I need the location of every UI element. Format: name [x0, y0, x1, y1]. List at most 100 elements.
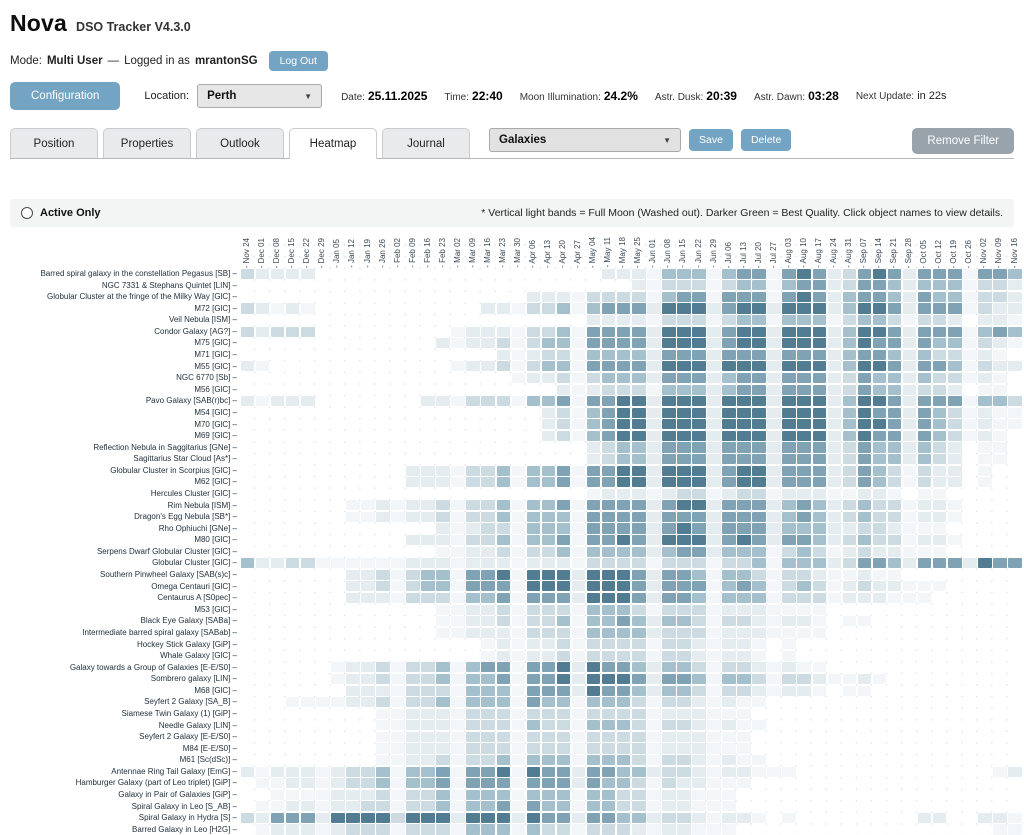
heatmap-cell [858, 813, 872, 823]
heatmap-cell [767, 407, 781, 418]
object-name-link[interactable]: M55 [GlC] – [10, 360, 240, 373]
object-name-link[interactable]: Black Eye Galaxy [SABa] – [10, 615, 240, 627]
active-only-toggle[interactable]: Active Only [21, 207, 101, 219]
tab-heatmap[interactable]: Heatmap [289, 128, 377, 159]
object-name-link[interactable]: M56 [GlC] – [10, 383, 240, 396]
object-name-link[interactable]: M80 [GlC] – [10, 534, 240, 546]
heatmap-cell [481, 801, 496, 812]
heatmap-cell [767, 662, 781, 673]
delete-button[interactable]: Delete [740, 129, 792, 151]
object-name-link[interactable]: Spiral Galaxy in Hydra [S] – [10, 812, 240, 824]
object-name-link[interactable]: Barred spiral galaxy in the constellatio… [10, 268, 240, 280]
heatmap-cell [406, 477, 420, 488]
object-name-link[interactable]: Dragon's Egg Nebula [SB*] – [10, 511, 240, 523]
object-name-link[interactable]: M72 [GlC] – [10, 302, 240, 315]
object-name-link[interactable]: Seyfert 2 Galaxy [E-E/S0] – [10, 731, 240, 743]
object-name-link[interactable]: NGC 6770 [Sb] – [10, 372, 240, 384]
heatmap-cell [255, 824, 270, 835]
heatmap-cell [662, 511, 676, 522]
heatmap-cell [797, 535, 812, 546]
object-name-link[interactable]: Pavo Galaxy [SAB(r)bc] – [10, 395, 240, 407]
heatmap-cell [346, 361, 360, 371]
heatmap-cell [451, 326, 465, 337]
object-name-link[interactable]: M84 [E-E/S0] – [10, 742, 240, 755]
remove-filter-button[interactable]: Remove Filter [912, 128, 1014, 154]
object-name-link[interactable]: M71 [GlC] – [10, 349, 240, 361]
location-select[interactable]: Perth ▼ [197, 84, 323, 108]
heatmap-cell [692, 627, 706, 638]
heatmap-cell [285, 824, 300, 835]
heatmap-cell [646, 569, 661, 580]
object-name-link[interactable]: Hockey Stick Galaxy [GiP] – [10, 638, 240, 651]
object-name-link[interactable]: Veil Nebula [ISM] – [10, 314, 240, 326]
heatmap-cell [948, 523, 962, 533]
heatmap-cell [316, 327, 330, 337]
object-name-link[interactable]: M75 [GlC] – [10, 337, 240, 350]
heatmap-cell [421, 280, 435, 290]
heatmap-cell [933, 570, 947, 580]
object-name-link[interactable]: Seyfert 2 Galaxy [SA_B] – [10, 696, 240, 708]
object-name-link[interactable]: Siamese Twin Galaxy (1) [GiP] – [10, 707, 240, 720]
heatmap-cell [601, 604, 616, 615]
object-name-link[interactable]: Rim Nebula [ISM] – [10, 499, 240, 512]
heatmap-cell [391, 408, 405, 418]
object-name-link[interactable]: Hercules Cluster [GlC] – [10, 487, 240, 500]
object-name-link[interactable]: Antennae Ring Tail Galaxy [EmG] – [10, 765, 240, 778]
object-name-link[interactable]: Omega Centauri [GlC] – [10, 580, 240, 593]
object-name-link[interactable]: Condor Galaxy [AG?] – [10, 325, 240, 338]
filter-preset-select[interactable]: Galaxies ▼ [489, 128, 681, 152]
heatmap-cell [571, 500, 586, 511]
object-name-link[interactable]: M54 [GlC] – [10, 406, 240, 419]
object-name-link[interactable]: M61 [Sc(dSc)] – [10, 754, 240, 766]
tab-position[interactable]: Position [10, 128, 98, 158]
object-name-link[interactable]: Sombrero galaxy [LIN] – [10, 673, 240, 685]
heatmap-cell [286, 686, 300, 696]
object-name-link[interactable]: Sagittarius Star Cloud [As*] – [10, 453, 240, 465]
object-name-link[interactable]: M68 [GlC] – [10, 684, 240, 697]
object-name-link[interactable]: Intermediate barred spiral galaxy [SABab… [10, 626, 240, 639]
heatmap-cell [827, 396, 842, 407]
tab-outlook[interactable]: Outlook [196, 128, 284, 158]
heatmap-cell [346, 466, 360, 476]
heatmap-cell [256, 454, 270, 464]
heatmap-cell [511, 662, 526, 673]
object-name-link[interactable]: Rho Ophiuchi [GNe] – [10, 522, 240, 535]
heatmap-cell [616, 453, 631, 465]
configuration-button[interactable]: Configuration [10, 82, 121, 110]
heatmap-cell [316, 743, 330, 753]
object-name-link[interactable]: M70 [GlC] – [10, 418, 240, 431]
object-name-link[interactable]: M69 [GlC] – [10, 430, 240, 442]
object-name-link[interactable]: Galaxy towards a Group of Galaxies [E-E/… [10, 661, 240, 674]
heatmap-cell [692, 384, 706, 395]
save-button[interactable]: Save [689, 129, 733, 151]
object-name-link[interactable]: Galaxy in Pair of Galaxies [GiP] – [10, 789, 240, 801]
object-name-link[interactable]: Reflection Nebula in Saggitarius [GNe] – [10, 441, 240, 454]
object-name-link[interactable]: Needle Galaxy [LIN] – [10, 719, 240, 732]
object-name-link[interactable]: Globular Cluster [GlC] – [10, 557, 240, 570]
object-name-link[interactable]: Barred Galaxy in Leo [H2G] – [10, 823, 240, 835]
heatmap-cell [842, 372, 857, 384]
logout-button[interactable]: Log Out [268, 51, 328, 71]
heatmap-cell [256, 616, 270, 626]
object-name-link[interactable]: Centaurus A [S0pec] – [10, 592, 240, 604]
object-name-link[interactable]: M53 [GlC] – [10, 603, 240, 616]
heatmap-cell [858, 790, 872, 800]
object-name-link[interactable]: Hamburger Galaxy (part of Leo triplet) [… [10, 777, 240, 790]
object-name-link[interactable]: Southern Pinwheel Galaxy [SAB(s)c] – [10, 569, 240, 581]
object-name-link[interactable]: NGC 7331 & Stephans Quintet [LIN] – [10, 279, 240, 292]
heatmap-cell [752, 581, 766, 592]
object-name-link[interactable]: Spiral Galaxy in Leo [S_AB] – [10, 800, 240, 813]
object-name-link[interactable]: Globular Cluster at the fringe of the Mi… [10, 291, 240, 303]
object-name-link[interactable]: Globular Cluster in Scorpius [GlC] – [10, 464, 240, 477]
heatmap-cell [887, 430, 902, 441]
object-name-link[interactable]: M62 [GlC] – [10, 476, 240, 488]
heatmap-cell [541, 743, 556, 754]
tab-journal[interactable]: Journal [382, 128, 470, 158]
object-name-link[interactable]: Serpens Dwarf Globular Cluster [GlC] – [10, 545, 240, 558]
tab-properties[interactable]: Properties [103, 128, 191, 158]
active-only-checkbox[interactable] [21, 207, 33, 219]
heatmap-cell [752, 453, 766, 465]
heatmap-cell [948, 767, 962, 777]
object-name-link[interactable]: Whale Galaxy [GlC] – [10, 650, 240, 662]
heatmap-cell [752, 639, 766, 650]
